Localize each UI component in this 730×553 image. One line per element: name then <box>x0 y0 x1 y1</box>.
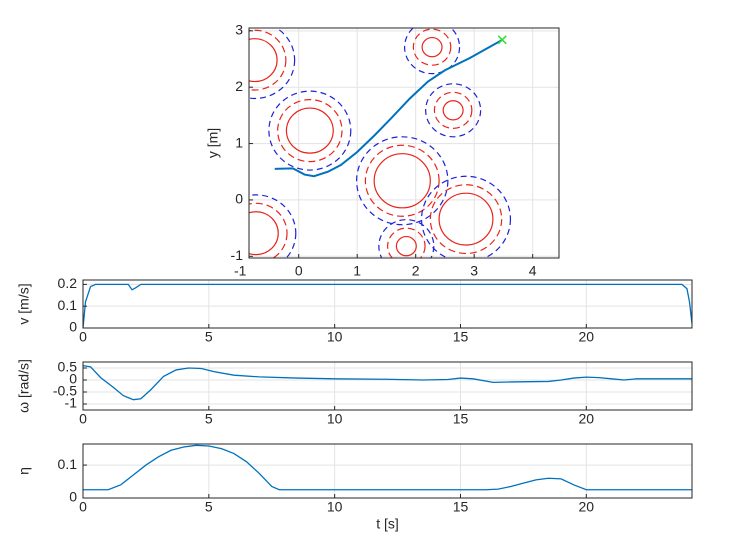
x-tick-label: 10 <box>327 499 343 515</box>
trajectory <box>274 38 503 178</box>
plot-area <box>83 444 692 498</box>
x-tick-label: 0 <box>79 329 87 345</box>
obstacle <box>249 211 279 256</box>
y-tick-label: 0 <box>235 191 243 207</box>
obstacle-margin <box>412 28 452 66</box>
x-tick-label: 15 <box>453 329 469 345</box>
x-tick-label: 10 <box>327 411 343 427</box>
y-tick-label: 0.5 <box>58 359 78 375</box>
x-tick-label: 20 <box>579 499 595 515</box>
x-tick-label: 5 <box>205 411 213 427</box>
obstacle <box>438 192 494 246</box>
obstacle-margin <box>429 184 503 255</box>
obstacle-margin <box>249 29 287 91</box>
obstacle-outer <box>268 90 352 171</box>
obstacle <box>421 36 443 58</box>
y-tick-label: -1 <box>231 247 244 263</box>
y-tick-label: -0.5 <box>53 383 77 399</box>
axes-background <box>83 444 692 498</box>
obstacle-outer <box>249 194 297 258</box>
axes-background <box>249 28 559 258</box>
y-tick-label: 0 <box>69 489 77 505</box>
y-tick-label: -1 <box>65 395 78 411</box>
plot-area <box>83 280 692 328</box>
x-tick-label: 5 <box>205 499 213 515</box>
x-tick-label: 2 <box>412 263 420 279</box>
x-tick-label: 15 <box>453 499 469 515</box>
axes-background <box>83 362 692 410</box>
x-tick-label: 20 <box>579 411 595 427</box>
y-tick-label: 0.2 <box>58 275 78 291</box>
y-axis-label: ω [rad/s] <box>16 359 32 413</box>
x-tick-label: 15 <box>453 411 469 427</box>
y-tick-label: 1 <box>235 134 243 150</box>
x-axis-label: t [s] <box>376 516 399 532</box>
plot-area <box>249 28 559 258</box>
y-axis-label: η <box>16 467 32 475</box>
x-tick-label: 10 <box>327 329 343 345</box>
axes-box <box>82 443 693 499</box>
x-tick-label: 20 <box>579 329 595 345</box>
axes-background <box>83 280 692 328</box>
y-tick-label: 0.1 <box>58 297 78 313</box>
obstacle-outer <box>420 175 512 258</box>
obstacle <box>285 107 334 154</box>
axes-box <box>248 27 560 259</box>
obstacle-outer <box>356 136 449 226</box>
obstacle-outer <box>403 28 461 75</box>
obstacle-outer <box>249 28 296 100</box>
obstacle-outer <box>425 83 482 138</box>
obstacle <box>442 100 464 121</box>
y-tick-label: 0.1 <box>58 456 78 472</box>
y-tick-label: 0 <box>69 319 77 335</box>
obstacle <box>249 38 278 83</box>
y-tick-label: 0 <box>69 371 77 387</box>
axes-box <box>82 361 693 411</box>
y-axis-label: v [m/s] <box>16 283 32 324</box>
x-tick-label: 0 <box>79 411 87 427</box>
obstacle <box>395 235 417 257</box>
x-tick-label: 3 <box>470 263 478 279</box>
x-tick-label: 0 <box>79 499 87 515</box>
obstacle-outer <box>378 219 435 258</box>
series-line <box>83 364 692 401</box>
obstacle-margin <box>387 227 426 258</box>
y-tick-label: 3 <box>235 22 243 38</box>
series-line <box>83 444 692 491</box>
obstacle-margin <box>249 202 288 258</box>
x-tick-label: 5 <box>205 329 213 345</box>
x-tick-label: 0 <box>295 263 303 279</box>
goal-marker <box>497 35 507 45</box>
x-tick-label: 4 <box>529 263 537 279</box>
y-axis-label: y [m] <box>205 128 221 158</box>
obstacle-margin <box>277 98 343 163</box>
y-tick-label: 2 <box>235 78 243 94</box>
x-tick-label: -1 <box>234 263 247 279</box>
x-tick-label: 1 <box>353 263 361 279</box>
series-line <box>83 283 692 328</box>
axes-box <box>82 279 693 329</box>
plot-area <box>83 362 692 410</box>
obstacle-margin <box>364 144 440 217</box>
obstacle-margin <box>433 91 473 129</box>
obstacle <box>373 153 431 209</box>
